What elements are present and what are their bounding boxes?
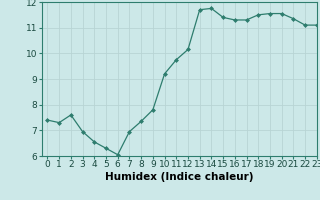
X-axis label: Humidex (Indice chaleur): Humidex (Indice chaleur) — [105, 172, 253, 182]
